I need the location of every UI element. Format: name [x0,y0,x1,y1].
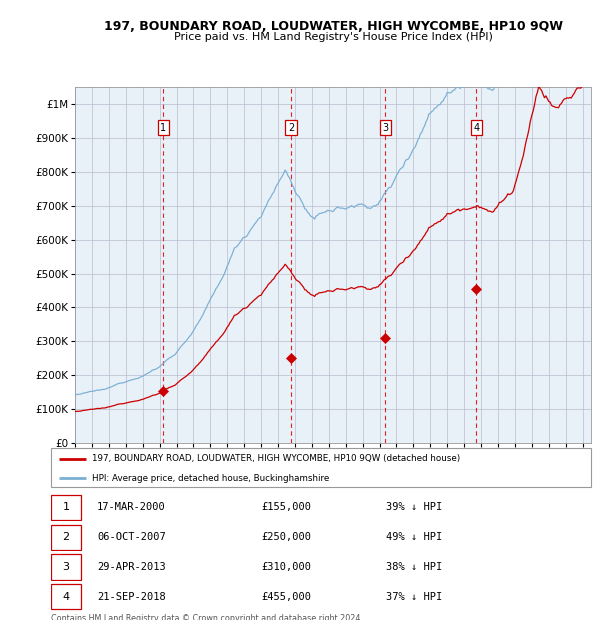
Text: 29-APR-2013: 29-APR-2013 [97,562,166,572]
Text: 17-MAR-2000: 17-MAR-2000 [97,502,166,513]
Text: 4: 4 [62,591,70,602]
Text: 1: 1 [62,502,70,513]
Text: HPI: Average price, detached house, Buckinghamshire: HPI: Average price, detached house, Buck… [91,474,329,482]
Text: 06-OCT-2007: 06-OCT-2007 [97,532,166,542]
Text: 4: 4 [473,123,479,133]
FancyBboxPatch shape [51,448,591,487]
Text: 39% ↓ HPI: 39% ↓ HPI [386,502,442,513]
Text: Contains HM Land Registry data © Crown copyright and database right 2024.
This d: Contains HM Land Registry data © Crown c… [51,614,363,620]
FancyBboxPatch shape [51,554,80,580]
Text: 49% ↓ HPI: 49% ↓ HPI [386,532,442,542]
FancyBboxPatch shape [51,525,80,550]
Text: 197, BOUNDARY ROAD, LOUDWATER, HIGH WYCOMBE, HP10 9QW (detached house): 197, BOUNDARY ROAD, LOUDWATER, HIGH WYCO… [91,454,460,463]
Text: 38% ↓ HPI: 38% ↓ HPI [386,562,442,572]
Text: 21-SEP-2018: 21-SEP-2018 [97,591,166,602]
Text: 2: 2 [62,532,70,542]
Text: 3: 3 [62,562,70,572]
FancyBboxPatch shape [51,584,80,609]
Text: 1: 1 [160,123,166,133]
Text: £155,000: £155,000 [262,502,311,513]
Text: 37% ↓ HPI: 37% ↓ HPI [386,591,442,602]
Text: Price paid vs. HM Land Registry's House Price Index (HPI): Price paid vs. HM Land Registry's House … [173,32,493,42]
Text: £455,000: £455,000 [262,591,311,602]
Text: £310,000: £310,000 [262,562,311,572]
Text: 197, BOUNDARY ROAD, LOUDWATER, HIGH WYCOMBE, HP10 9QW: 197, BOUNDARY ROAD, LOUDWATER, HIGH WYCO… [104,20,563,33]
Text: 3: 3 [382,123,388,133]
Text: 2: 2 [288,123,294,133]
FancyBboxPatch shape [51,495,80,520]
Text: £250,000: £250,000 [262,532,311,542]
